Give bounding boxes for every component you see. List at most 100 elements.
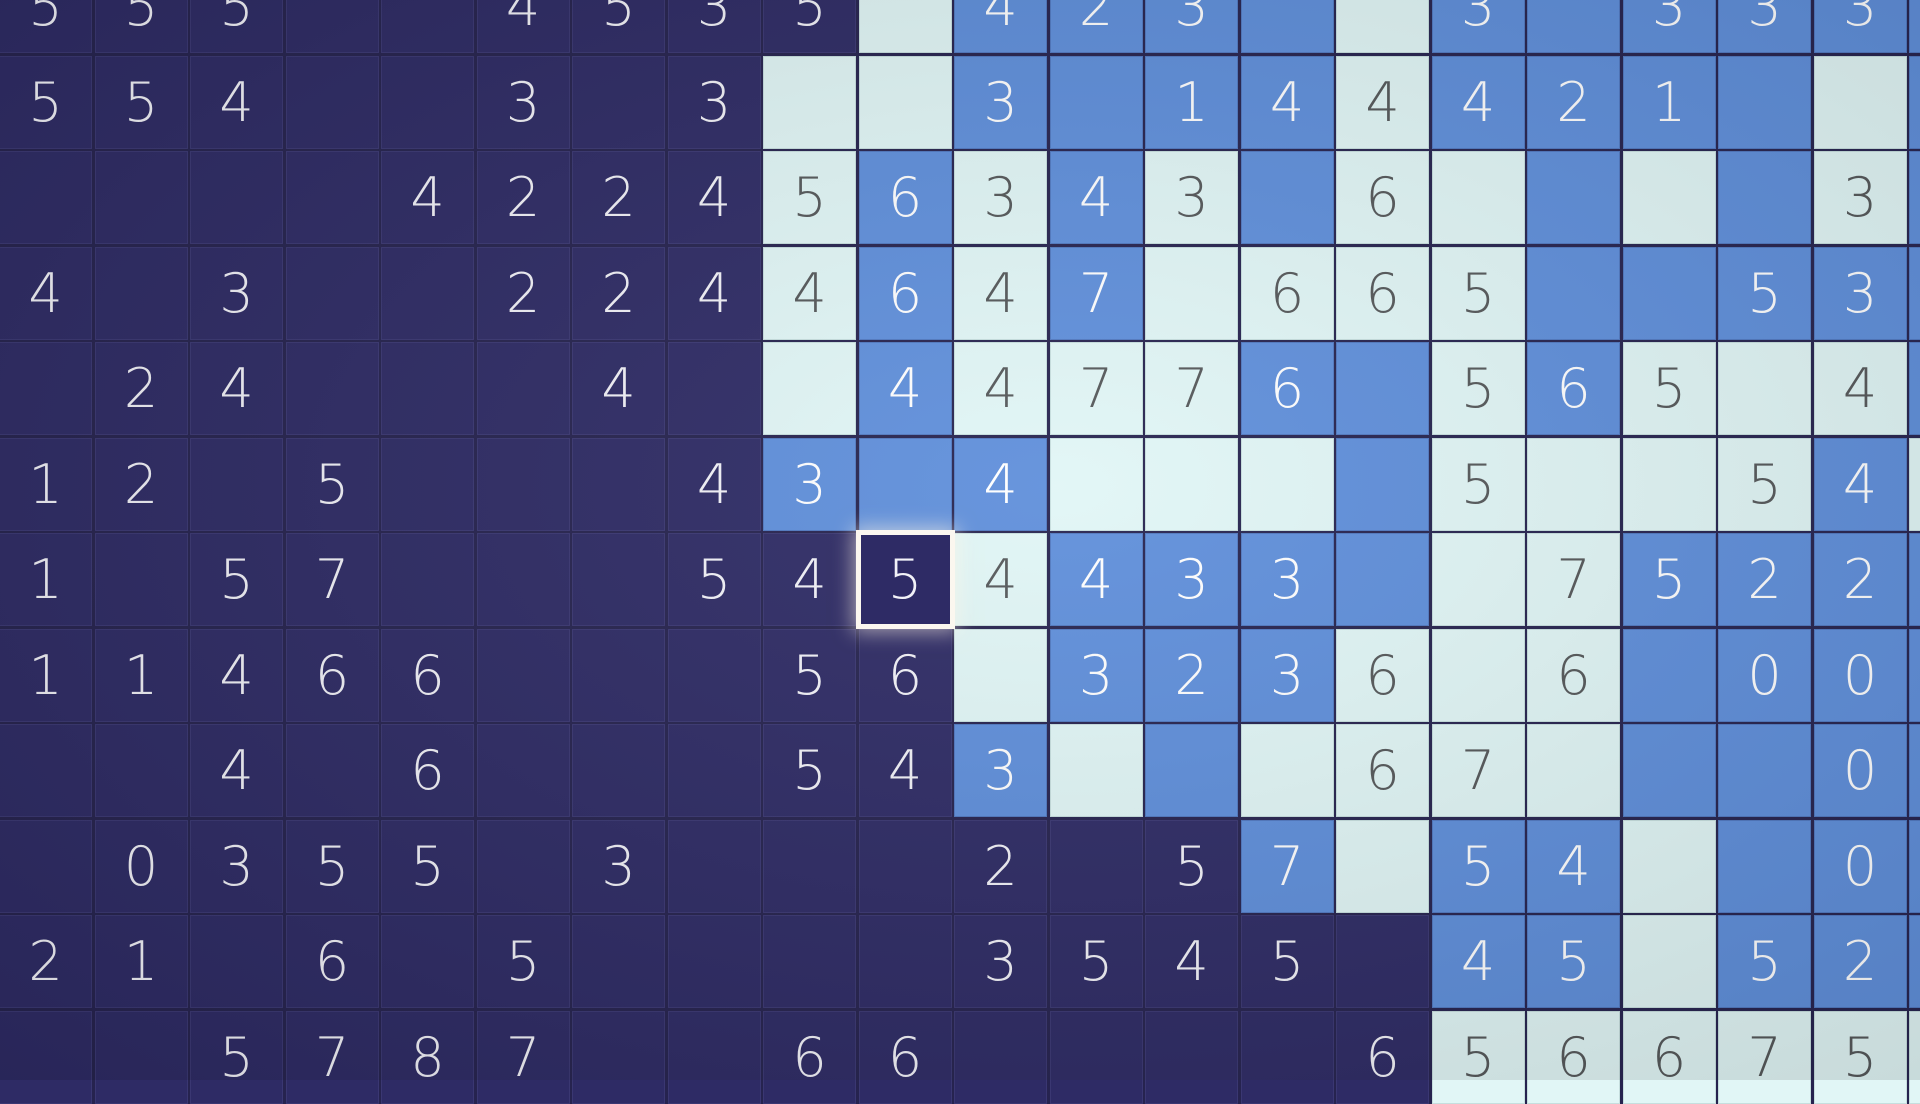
grid-cell[interactable]: 3 (954, 724, 1047, 817)
grid-cell[interactable]: 2 (572, 246, 665, 340)
grid-cell[interactable] (1049, 55, 1143, 149)
grid-cell[interactable]: 1 (0, 533, 92, 626)
grid-cell[interactable]: 5 (285, 819, 379, 913)
grid-cell[interactable]: 5 (763, 0, 856, 53)
grid-cell[interactable] (1145, 724, 1238, 817)
grid-cell[interactable] (0, 724, 92, 817)
grid-cell[interactable] (1622, 915, 1716, 1008)
grid-cell[interactable]: 7 (1718, 1010, 1811, 1104)
grid-cell[interactable]: 5 (190, 0, 283, 53)
grid-cell[interactable] (1049, 1010, 1143, 1104)
grid-cell[interactable]: 7 (1240, 819, 1334, 913)
grid-cell[interactable] (1527, 151, 1620, 244)
grid-cell[interactable] (1909, 724, 1920, 817)
grid-cell[interactable]: 8 (381, 1010, 474, 1104)
grid-cell[interactable] (763, 819, 856, 913)
grid-cell[interactable] (476, 342, 570, 435)
grid-cell[interactable]: 5 (572, 0, 665, 53)
grid-cell[interactable]: 6 (1527, 628, 1620, 722)
grid-cell[interactable]: 2 (94, 342, 188, 435)
grid-cell[interactable] (1527, 437, 1620, 531)
grid-cell[interactable] (1336, 342, 1429, 435)
grid-cell[interactable] (1622, 437, 1716, 531)
grid-cell[interactable] (1527, 0, 1620, 53)
grid-cell[interactable] (858, 915, 952, 1008)
grid-cell[interactable]: 5 (1431, 1010, 1525, 1104)
grid-cell[interactable]: 7 (476, 1010, 570, 1104)
grid-cell[interactable]: 3 (1622, 0, 1716, 53)
grid-cell[interactable]: 5 (1431, 342, 1525, 435)
grid-cell[interactable] (1909, 1010, 1920, 1104)
grid-cell[interactable] (1813, 55, 1907, 149)
grid-cell[interactable] (0, 151, 92, 244)
grid-cell[interactable]: 5 (1431, 246, 1525, 340)
grid-cell[interactable]: 2 (954, 819, 1047, 913)
grid-cell[interactable]: 6 (858, 246, 952, 340)
grid-cell[interactable] (285, 55, 379, 149)
grid-cell[interactable] (858, 0, 952, 53)
grid-cell[interactable] (285, 342, 379, 435)
grid-cell[interactable] (1622, 246, 1716, 340)
grid-cell[interactable] (285, 0, 379, 53)
grid-cell[interactable] (1622, 628, 1716, 722)
selected-grid-cell[interactable]: 5 (855, 530, 955, 629)
grid-cell[interactable] (1336, 0, 1429, 53)
grid-cell[interactable]: 5 (1431, 819, 1525, 913)
grid-cell[interactable] (94, 1010, 188, 1104)
grid-cell[interactable]: 7 (1527, 533, 1620, 626)
grid-cell[interactable]: 2 (476, 151, 570, 244)
grid-cell[interactable]: 3 (1718, 0, 1811, 53)
grid-cell[interactable]: 3 (190, 246, 283, 340)
grid-cell[interactable]: 3 (1049, 628, 1143, 722)
grid-cell[interactable]: 5 (190, 533, 283, 626)
grid-cell[interactable]: 5 (763, 151, 856, 244)
grid-cell[interactable]: 0 (94, 819, 188, 913)
grid-cell[interactable]: 4 (1431, 55, 1525, 149)
grid-cell[interactable]: 7 (1049, 246, 1143, 340)
grid-cell[interactable]: 3 (667, 55, 761, 149)
grid-cell[interactable]: 5 (94, 55, 188, 149)
grid-cell[interactable] (190, 915, 283, 1008)
grid-cell[interactable] (1049, 437, 1143, 531)
grid-cell[interactable]: 2 (1527, 55, 1620, 149)
grid-cell[interactable] (381, 437, 474, 531)
grid-cell[interactable] (94, 246, 188, 340)
grid-cell[interactable] (94, 533, 188, 626)
grid-cell[interactable]: 3 (1145, 151, 1238, 244)
grid-cell[interactable]: 6 (858, 628, 952, 722)
grid-cell[interactable] (1718, 724, 1811, 817)
grid-cell[interactable]: 4 (190, 55, 283, 149)
grid-cell[interactable]: 3 (954, 151, 1047, 244)
grid-cell[interactable]: 3 (1431, 0, 1525, 53)
grid-cell[interactable]: 5 (1049, 915, 1143, 1008)
grid-cell[interactable] (1145, 246, 1238, 340)
grid-cell[interactable]: 7 (285, 533, 379, 626)
grid-cell[interactable] (667, 724, 761, 817)
grid-cell[interactable] (285, 151, 379, 244)
grid-cell[interactable]: 1 (1145, 55, 1238, 149)
grid-cell[interactable]: 4 (954, 437, 1047, 531)
grid-cell[interactable]: 5 (1431, 437, 1525, 531)
grid-cell[interactable]: 1 (94, 628, 188, 722)
grid-cell[interactable] (1718, 819, 1811, 913)
grid-cell[interactable] (1527, 246, 1620, 340)
grid-cell[interactable] (667, 915, 761, 1008)
grid-cell[interactable] (1240, 1010, 1334, 1104)
grid-cell[interactable]: 6 (1336, 246, 1429, 340)
grid-cell[interactable] (381, 533, 474, 626)
grid-cell[interactable] (954, 628, 1047, 722)
grid-cell[interactable] (1049, 724, 1143, 817)
grid-cell[interactable] (1145, 1010, 1238, 1104)
grid-cell[interactable]: 7 (285, 1010, 379, 1104)
grid-cell[interactable]: 5 (190, 1010, 283, 1104)
grid-cell[interactable] (285, 246, 379, 340)
grid-cell[interactable] (94, 151, 188, 244)
grid-cell[interactable] (572, 724, 665, 817)
grid-cell[interactable] (0, 342, 92, 435)
grid-cell[interactable]: 3 (1240, 533, 1334, 626)
grid-cell[interactable]: 0 (1813, 819, 1907, 913)
grid-cell[interactable] (858, 55, 952, 149)
grid-cell[interactable]: 4 (763, 533, 856, 626)
grid-cell[interactable] (476, 628, 570, 722)
grid-cell[interactable]: 3 (954, 915, 1047, 1008)
